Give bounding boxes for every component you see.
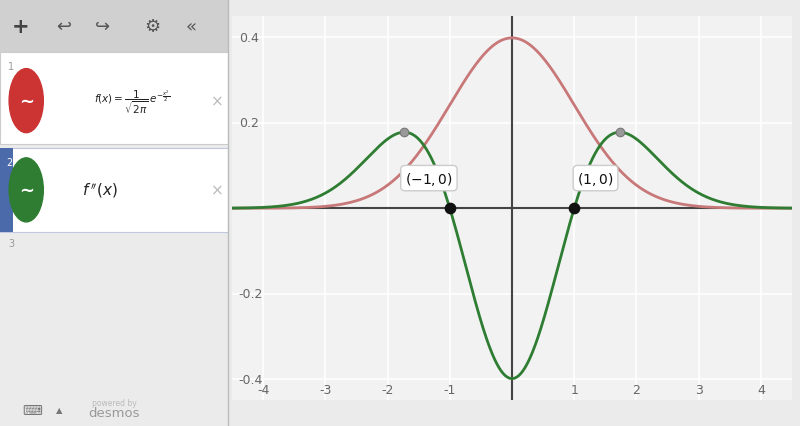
Circle shape xyxy=(9,158,43,222)
Text: +: + xyxy=(12,17,30,37)
Text: ⌨: ⌨ xyxy=(22,403,42,417)
Text: -0.4: -0.4 xyxy=(238,373,263,386)
Point xyxy=(398,130,410,136)
Text: «: « xyxy=(186,18,197,36)
Text: powered by: powered by xyxy=(92,398,136,407)
Text: 4: 4 xyxy=(757,383,765,396)
Text: -1: -1 xyxy=(443,383,456,396)
Text: ↩: ↩ xyxy=(56,17,71,35)
Text: ⚙: ⚙ xyxy=(145,18,161,36)
Text: 3: 3 xyxy=(694,383,702,396)
Text: desmos: desmos xyxy=(88,406,140,419)
Text: 0.4: 0.4 xyxy=(238,32,258,45)
Text: ▲: ▲ xyxy=(56,405,62,414)
Text: $f\,''(x)$: $f\,''(x)$ xyxy=(82,181,118,200)
FancyBboxPatch shape xyxy=(0,149,228,232)
Text: 2: 2 xyxy=(633,383,640,396)
Text: 1: 1 xyxy=(570,383,578,396)
Text: -0.2: -0.2 xyxy=(238,288,263,300)
Text: $(-1,0)$: $(-1,0)$ xyxy=(405,170,453,187)
Circle shape xyxy=(9,69,43,133)
Text: ∼: ∼ xyxy=(18,181,34,199)
Text: -4: -4 xyxy=(257,383,270,396)
Text: -3: -3 xyxy=(319,383,331,396)
Text: ∼: ∼ xyxy=(18,92,34,110)
Text: ↪: ↪ xyxy=(95,17,110,35)
Point xyxy=(614,130,626,136)
Text: 3: 3 xyxy=(8,239,14,248)
Text: -2: -2 xyxy=(382,383,394,396)
Point xyxy=(443,205,456,212)
Text: ×: × xyxy=(211,94,224,109)
FancyBboxPatch shape xyxy=(0,0,228,53)
Text: $(1,0)$: $(1,0)$ xyxy=(578,170,614,187)
Text: 2: 2 xyxy=(6,158,13,167)
Text: 1: 1 xyxy=(8,62,14,72)
Text: ×: × xyxy=(211,183,224,198)
Text: $f(x)=\dfrac{1}{\sqrt{2\pi}}\,e^{-\frac{x^2}{2}}$: $f(x)=\dfrac{1}{\sqrt{2\pi}}\,e^{-\frac{… xyxy=(94,87,170,115)
Point xyxy=(568,205,581,212)
FancyBboxPatch shape xyxy=(0,149,13,232)
FancyBboxPatch shape xyxy=(0,53,228,145)
Text: 0.2: 0.2 xyxy=(238,117,258,130)
